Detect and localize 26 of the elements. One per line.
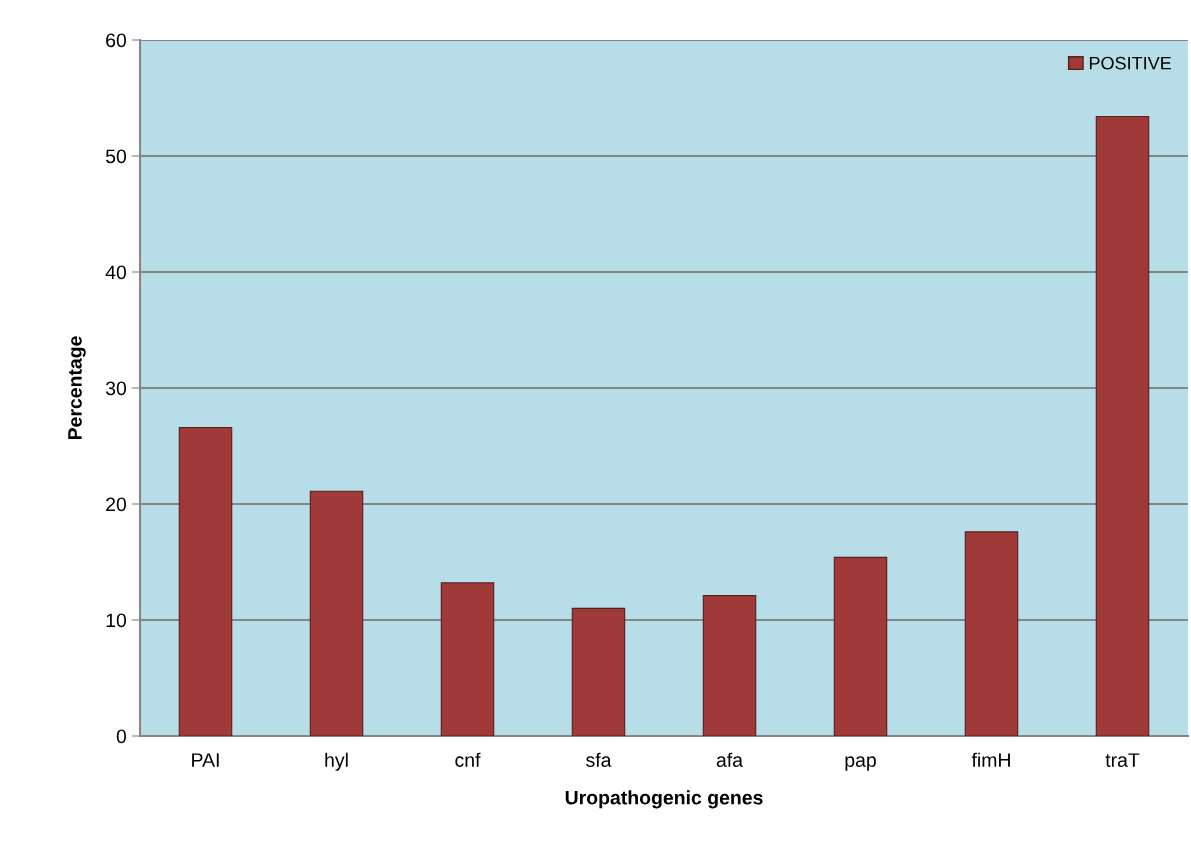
bar	[702, 595, 757, 736]
bar	[1095, 116, 1150, 736]
y-tick-label: 40	[105, 265, 127, 280]
y-tick-label: 0	[116, 729, 127, 744]
x-tick-label: fimH	[971, 752, 1010, 767]
bar	[440, 582, 495, 736]
x-tick-label: pap	[845, 756, 876, 771]
bar	[571, 607, 626, 736]
y-tick-label: 60	[106, 33, 127, 48]
y-tick-label: 10	[106, 613, 127, 628]
y-tick-label: 50	[105, 149, 127, 164]
bar	[833, 556, 888, 736]
x-tick-label: afa	[716, 752, 744, 767]
x-tick-label: traT	[1105, 753, 1140, 767]
y-tick-label: 30	[105, 381, 127, 396]
bar	[178, 426, 233, 736]
x-tick-label: hyl	[325, 752, 348, 771]
y-axis-title: Percentage	[68, 336, 86, 440]
bar	[309, 490, 364, 736]
x-axis-title: Uropathogenic genes	[565, 790, 763, 809]
x-tick-label: cnf	[455, 752, 481, 767]
legend-label: POSITIVE	[1089, 56, 1171, 70]
x-tick-label: sfa	[586, 752, 612, 767]
y-tick-label: 20	[106, 497, 127, 512]
bar	[964, 531, 1019, 736]
x-tick-label: PAI	[192, 753, 219, 767]
